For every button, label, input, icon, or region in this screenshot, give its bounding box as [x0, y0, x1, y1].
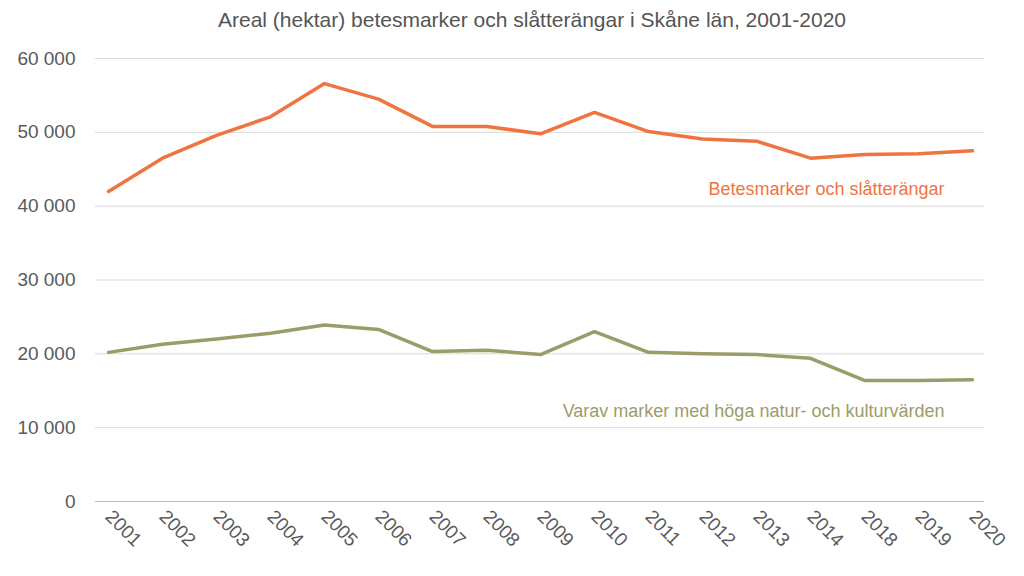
svg-text:10 000: 10 000	[17, 417, 75, 438]
html-text:Areal (hektar) betesmarker och: Areal (hektar) betesmarker och slåtterän…	[218, 8, 846, 31]
svg-text:2011: 2011	[641, 506, 685, 550]
svg-text:2004: 2004	[263, 506, 308, 551]
svg-text:2013: 2013	[749, 506, 794, 551]
svg-text:2012: 2012	[695, 506, 740, 551]
svg-text:2019: 2019	[911, 506, 956, 551]
svg-text:20 000: 20 000	[17, 343, 75, 364]
svg-text:2001: 2001	[101, 506, 146, 551]
svg-text:50 000: 50 000	[17, 121, 75, 142]
svg-text:2014: 2014	[803, 506, 848, 551]
svg-text:2010: 2010	[587, 506, 632, 551]
svg-text:2018: 2018	[857, 506, 902, 551]
svg-text:2006: 2006	[371, 506, 416, 551]
svg-text:2007: 2007	[425, 506, 470, 551]
svg-text:2009: 2009	[533, 506, 578, 551]
svg-text:0: 0	[65, 491, 76, 512]
svg-text:Betesmarker och slåtterängar: Betesmarker och slåtterängar	[708, 179, 944, 199]
svg-text:40 000: 40 000	[17, 195, 75, 216]
svg-text:Varav marker med höga natur- o: Varav marker med höga natur- och kulturv…	[563, 401, 945, 421]
svg-text:60 000: 60 000	[17, 48, 75, 69]
svg-text:2008: 2008	[479, 506, 524, 551]
svg-text:2002: 2002	[155, 506, 200, 551]
svg-text:30 000: 30 000	[17, 269, 75, 290]
svg-text:2005: 2005	[317, 506, 362, 551]
svg-text:2003: 2003	[209, 506, 254, 551]
svg-text:2020: 2020	[965, 506, 1010, 551]
